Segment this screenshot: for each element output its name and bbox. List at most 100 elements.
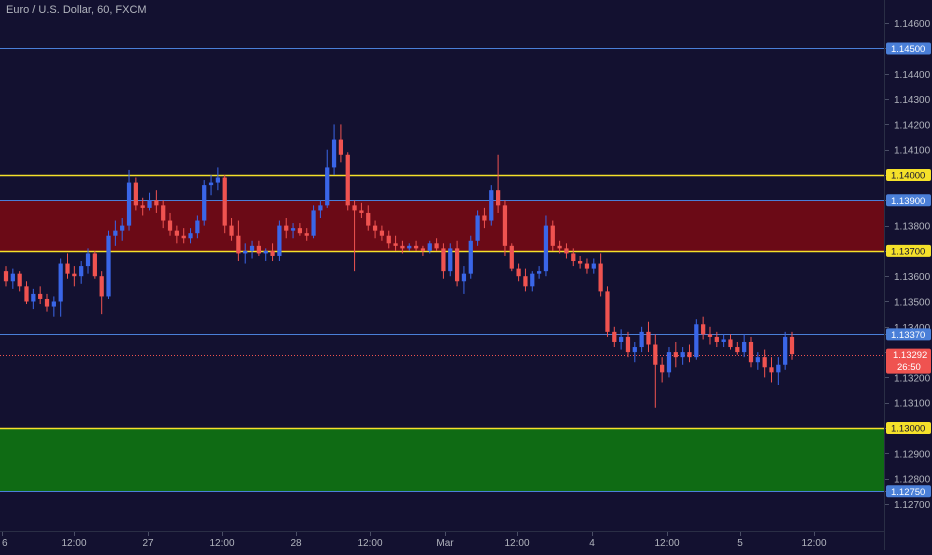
candle xyxy=(427,240,432,254)
candle xyxy=(454,240,460,287)
candle xyxy=(243,243,248,264)
current-price-text: 1.13292 xyxy=(893,350,927,361)
candle-body xyxy=(229,225,234,236)
candle xyxy=(38,286,43,305)
candle-body xyxy=(154,200,159,206)
candle xyxy=(625,331,631,358)
candle xyxy=(338,124,344,163)
candle-body xyxy=(366,212,371,226)
price-label-box xyxy=(886,244,931,257)
candle-body xyxy=(195,220,200,234)
candle xyxy=(550,220,555,251)
candle-body xyxy=(174,230,179,236)
candle-body xyxy=(660,364,665,373)
candle-body xyxy=(742,341,747,353)
candle-body xyxy=(536,271,542,274)
candle xyxy=(85,248,91,274)
candle xyxy=(154,190,159,213)
x-tick-label: 12:00 xyxy=(61,538,86,549)
candle-body xyxy=(482,215,487,221)
candle xyxy=(44,293,50,312)
candle-body xyxy=(605,291,610,332)
candle xyxy=(222,175,227,234)
x-tick-label: 12:00 xyxy=(209,538,234,549)
candle xyxy=(707,326,713,345)
candle-body xyxy=(236,235,241,254)
candle xyxy=(434,238,439,251)
candle-body xyxy=(3,271,9,282)
candle-body xyxy=(407,245,412,249)
candle-body xyxy=(584,263,590,269)
candle xyxy=(3,266,9,287)
candle-body xyxy=(338,139,344,155)
candle-body xyxy=(58,263,63,302)
candle-body xyxy=(249,245,255,251)
candle-body xyxy=(707,334,713,337)
candle xyxy=(195,215,200,239)
candle-body xyxy=(578,261,583,264)
candle xyxy=(742,334,747,358)
candle xyxy=(99,271,104,315)
candle xyxy=(167,212,173,236)
candle xyxy=(236,220,241,262)
price-label-box xyxy=(886,194,931,207)
candle-body xyxy=(133,182,138,206)
price-label-text: 1.12750 xyxy=(891,487,925,498)
horizontal-lines-layer xyxy=(0,48,884,492)
candle-body xyxy=(120,225,125,231)
price-label: 1.14000 xyxy=(886,169,931,182)
candle-body xyxy=(557,245,562,249)
x-tick-label: 6 xyxy=(2,538,8,549)
candle-body xyxy=(386,235,391,244)
candle xyxy=(413,240,419,251)
candle-body xyxy=(495,190,501,206)
candle xyxy=(591,258,596,274)
candle xyxy=(509,243,514,272)
candle xyxy=(564,243,569,259)
candle-body xyxy=(359,210,364,213)
candle xyxy=(769,357,774,383)
candle xyxy=(345,152,350,211)
candle xyxy=(318,200,323,219)
candle-body xyxy=(99,276,104,297)
candle-body xyxy=(31,293,36,302)
candle-body xyxy=(263,250,268,254)
candle-body xyxy=(571,253,576,262)
candle xyxy=(113,220,118,246)
candle-body xyxy=(530,273,535,287)
y-tick-label: 1.13500 xyxy=(894,298,931,309)
candle-body xyxy=(393,243,398,246)
candle-body xyxy=(126,182,132,226)
candle-body xyxy=(181,235,186,239)
candle-body xyxy=(38,293,43,299)
candle-body xyxy=(277,225,282,256)
y-tick-label: 1.13600 xyxy=(894,272,931,283)
candle-body xyxy=(331,139,337,168)
candle-body xyxy=(434,243,439,249)
candle xyxy=(578,255,583,269)
candle xyxy=(571,248,576,267)
chart-title: Euro / U.S. Dollar, 60, FXCM xyxy=(6,4,147,16)
candle-body xyxy=(51,301,56,307)
candle-body xyxy=(714,336,719,342)
candle-body xyxy=(680,352,685,358)
candle xyxy=(666,347,672,378)
price-axis[interactable]: 1.14600 1.14400 1.14300 1.14200 1.14100 1.138… xyxy=(885,19,931,511)
candle-body xyxy=(44,298,50,307)
candle xyxy=(557,240,562,254)
candle xyxy=(331,124,337,175)
candle-body xyxy=(762,357,767,368)
candle xyxy=(598,253,603,297)
candle-body xyxy=(222,177,227,226)
price-label-box xyxy=(886,422,931,434)
candle xyxy=(372,220,378,239)
candle xyxy=(256,240,262,256)
time-axis[interactable]: 6 12:00 27 12:00 28 12:00 Mar 12:00 4 12:00 5 12:00 xyxy=(2,532,827,549)
price-label: 1.14500 xyxy=(886,42,931,55)
candle xyxy=(748,336,754,368)
candle-body xyxy=(728,339,733,348)
candle xyxy=(58,258,63,317)
price-label: 1.12750 xyxy=(886,485,931,498)
candle xyxy=(65,253,70,279)
